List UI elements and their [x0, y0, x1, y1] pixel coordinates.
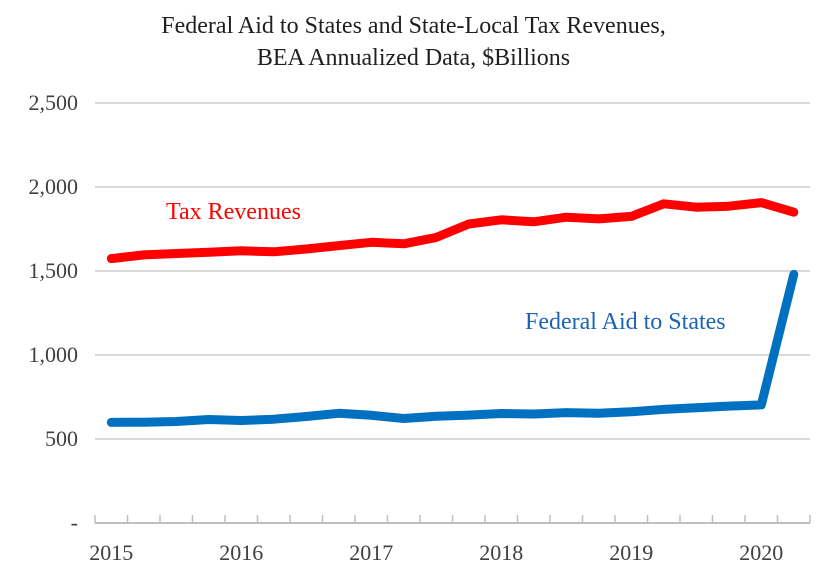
series-label-tax-revenues: Tax Revenues: [166, 199, 301, 225]
series-label-federal-aid: Federal Aid to States: [525, 309, 726, 335]
x-axis-label-2017: 2017: [349, 540, 393, 565]
x-axis-label-2018: 2018: [479, 540, 523, 565]
chart-title-line2: BEA Annualized Data, $Billions: [256, 45, 571, 71]
y-axis-label-2000: 2,000: [29, 174, 79, 199]
x-axis-label-2016: 2016: [219, 540, 263, 565]
x-axis-label-2015: 2015: [89, 540, 133, 565]
y-axis-label-1500: 1,500: [29, 258, 79, 283]
x-axis-label-2020: 2020: [739, 540, 783, 565]
x-axis-label-2019: 2019: [609, 540, 653, 565]
y-axis-label-500: 500: [45, 426, 78, 451]
y-axis-label-0: -: [71, 510, 78, 535]
series-line-tax-revenues: [106, 198, 799, 264]
chart-title: Federal Aid to States and State-Local Ta…: [0, 10, 827, 74]
series-line-federal-aid-to-states: [106, 269, 799, 427]
chart-title-line1: Federal Aid to States and State-Local Ta…: [161, 13, 666, 39]
y-axis-label-2500: 2,500: [29, 90, 79, 115]
y-axis-label-1000: 1,000: [29, 342, 79, 367]
